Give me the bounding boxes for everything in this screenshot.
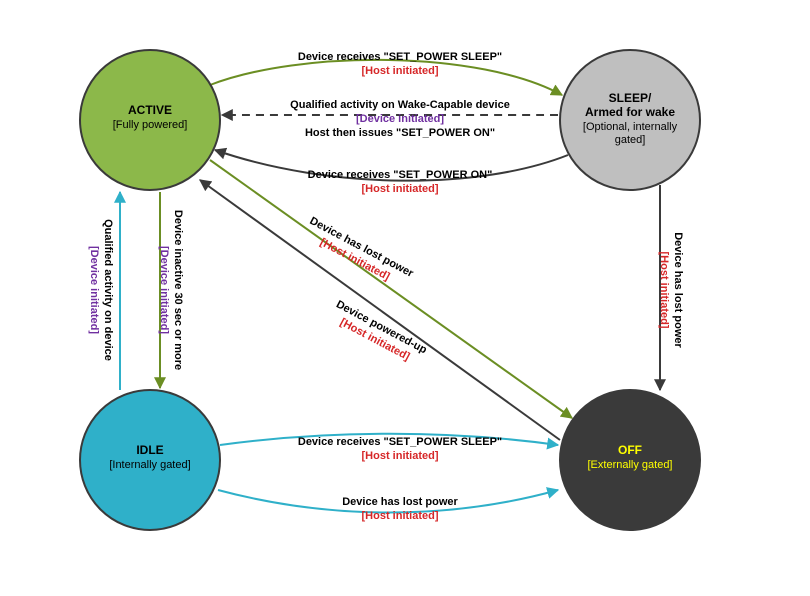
edge-label-line: Device receives "SET_POWER SLEEP" <box>298 51 502 63</box>
edge-label-line: Host then issues "SET_POWER ON" <box>305 127 495 139</box>
edge-label-line: [Device initiated] <box>356 113 444 125</box>
node-sub: [Fully powered] <box>113 119 188 131</box>
edge-label-line: Device inactive 30 sec or more <box>172 210 184 370</box>
node-off: OFF [Externally gated] <box>560 390 700 530</box>
edge-label-active_to_sleep: Device receives "SET_POWER SLEEP" [Host i… <box>298 51 502 77</box>
node-title: OFF <box>618 443 642 457</box>
edge-label-line: [Host initiated] <box>362 183 439 195</box>
edge-label-line: [Device initiated] <box>158 246 170 334</box>
edge-label-idle_to_off: Device has lost power [Host initiated] <box>342 496 458 522</box>
edge-label-active_to_off: Device has lost power[Host initiated] <box>301 215 416 293</box>
node-sleep: SLEEP/Armed for wake [Optional, internall… <box>560 50 700 190</box>
node-title2: Armed for wake <box>585 105 675 119</box>
edge-label-line: [Device initiated] <box>88 246 100 334</box>
edge-label-line: [Host initiated] <box>658 252 670 329</box>
node-active: ACTIVE [Fully powered] <box>80 50 220 190</box>
node-sub: [Internally gated] <box>109 459 190 471</box>
edge-label-line: [Host initiated] <box>362 450 439 462</box>
edge-label-sleep_to_active_on: Device receives "SET_POWER ON" [Host init… <box>308 169 493 195</box>
edge-label-active_to_idle: Device inactive 30 sec or more[Device in… <box>158 210 184 370</box>
edge-label-line: [Host initiated] <box>362 65 439 77</box>
edge-label-sleep_to_off: Device has lost power[Host initiated] <box>658 232 684 348</box>
node-title: SLEEP/ <box>609 91 652 105</box>
node-title: ACTIVE <box>128 103 172 117</box>
node-sub2: gated] <box>615 134 646 146</box>
node-idle: IDLE [Internally gated] <box>80 390 220 530</box>
edge-label-idle_to_sleep: Device receives "SET_POWER SLEEP" [Host i… <box>298 436 502 462</box>
node-sub: [Externally gated] <box>588 459 673 471</box>
edge-label-line: Device receives "SET_POWER SLEEP" <box>298 436 502 448</box>
edge-active_to_off <box>210 160 572 418</box>
edge-off_to_active <box>200 180 560 440</box>
edge-label-line: Qualified activity on Wake-Capable devic… <box>290 99 510 111</box>
node-title: IDLE <box>136 443 163 457</box>
edge-label-line: Device has lost power <box>672 232 684 348</box>
edge-label-line: [Host initiated] <box>362 510 439 522</box>
edge-label-sleep_to_active_wake: Qualified activity on Wake-Capable devic… <box>290 99 510 139</box>
edge-label-line: Qualified activity on device <box>102 219 114 361</box>
node-circle <box>560 50 700 190</box>
state-diagram: Device receives "SET_POWER SLEEP" [Host i… <box>0 0 810 596</box>
edge-label-idle_to_active: Qualified activity on device[Device init… <box>88 219 114 361</box>
edge-label-line: Device receives "SET_POWER ON" <box>308 169 493 181</box>
node-sub: [Optional, internally <box>583 121 678 133</box>
edge-label-line: Device has lost power <box>342 496 458 508</box>
